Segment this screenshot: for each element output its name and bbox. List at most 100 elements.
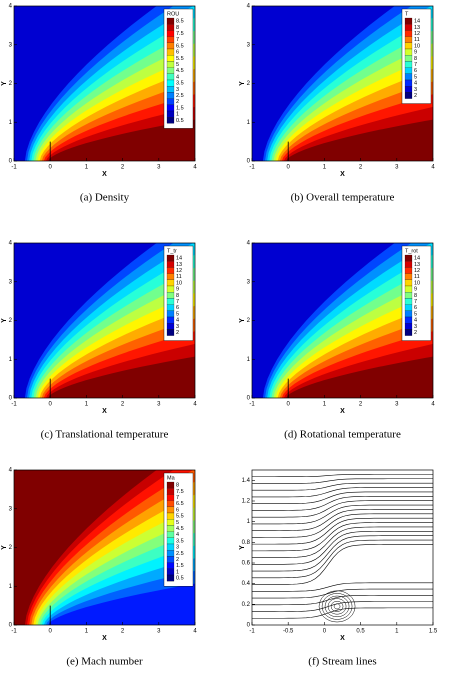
- y-tick-label: 3: [247, 42, 251, 48]
- colorbar-label: 9: [176, 287, 179, 293]
- x-tick-label: 3: [157, 402, 161, 408]
- stream-line: [252, 495, 433, 511]
- stream-line: [252, 478, 433, 484]
- colorbar-cell: [404, 86, 413, 93]
- field: [252, 470, 433, 625]
- colorbar-label: 13: [414, 25, 420, 31]
- x-tick-label: 4: [431, 402, 435, 408]
- y-tick-label: 1.4: [242, 478, 251, 484]
- stream-line: [252, 474, 433, 478]
- colorbar-label: 2: [414, 330, 417, 336]
- colorbar-label: 6: [414, 68, 417, 74]
- x-tick-label: -1: [249, 402, 255, 408]
- colorbar-cell: [166, 494, 175, 501]
- colorbar-cell: [166, 30, 175, 37]
- x-tick-label: 1.5: [429, 629, 438, 635]
- colorbar-label: 2.5: [176, 93, 184, 99]
- stream-line: [252, 544, 433, 585]
- colorbar-label: 5.5: [176, 56, 184, 62]
- colorbar-label: 7.5: [176, 31, 184, 37]
- colorbar-label: 11: [176, 274, 182, 280]
- y-tick-label: 0: [247, 396, 251, 402]
- colorbar-label: 13: [176, 262, 182, 268]
- caption: (d) Rotational temperature: [284, 429, 401, 441]
- y-tick-label: 2: [247, 81, 251, 87]
- colorbar-label: 5.5: [176, 514, 184, 520]
- colorbar-label: 14: [176, 256, 182, 262]
- x-tick-label: 0: [49, 402, 53, 408]
- colorbar-cell: [166, 481, 175, 489]
- colorbar-cell: [404, 261, 413, 268]
- colorbar-cell: [404, 310, 413, 318]
- colorbar-cell: [166, 537, 175, 545]
- colorbar-cell: [166, 310, 175, 318]
- x-tick-label: 4: [431, 165, 435, 171]
- colorbar-label: 2: [176, 330, 179, 336]
- colorbar-cell: [166, 24, 175, 31]
- colorbar-cell: [404, 267, 413, 274]
- colorbar-label: 1: [176, 569, 179, 575]
- colorbar-cell: [404, 67, 413, 74]
- colorbar-label: 3.5: [176, 81, 184, 87]
- colorbar-cell: [404, 73, 413, 81]
- colorbar-label: 4: [414, 81, 417, 87]
- colorbar-cell: [404, 279, 413, 287]
- colorbar-cell: [166, 55, 175, 62]
- colorbar-label: 12: [414, 268, 420, 274]
- colorbar-title: T_tr: [167, 248, 177, 254]
- y-tick-label: 0: [247, 623, 251, 629]
- colorbar-cell: [404, 55, 413, 62]
- colorbar-cell: [166, 550, 175, 557]
- colorbar-label: 12: [176, 268, 182, 274]
- field: [252, 243, 433, 398]
- colorbar-label: 3: [414, 324, 417, 330]
- colorbar-label: 6.5: [176, 501, 184, 507]
- colorbar-cell: [404, 273, 413, 280]
- colorbar-label: 9: [414, 287, 417, 293]
- colorbar-cell: [166, 500, 175, 507]
- stream-line: [252, 482, 433, 491]
- y-tick-label: 3: [247, 279, 251, 285]
- panel: -1 -0.5 0 0.5 1 1.5 0 0.2 0.4 0.6 0.8 1 1.2 1.4 X Y (f) …: [239, 469, 438, 668]
- colorbar-label: 10: [176, 280, 182, 286]
- x-tick-label: 2: [121, 402, 125, 408]
- stream-line: [252, 601, 433, 612]
- stream-line: [252, 491, 433, 504]
- x-tick-label: 3: [395, 165, 399, 171]
- colorbar-cell: [166, 117, 175, 124]
- colorbar-cell: [404, 298, 413, 305]
- x-tick-label: 2: [121, 165, 125, 171]
- colorbar-label: 6: [176, 50, 179, 56]
- colorbar-label: 4.5: [176, 526, 184, 532]
- colorbar-cell: [166, 519, 175, 526]
- plot-bg: [252, 470, 433, 625]
- colorbar-cell: [166, 512, 175, 520]
- colorbar-cell: [166, 568, 175, 576]
- x-tick-label: 1: [323, 402, 327, 408]
- y-tick-label: 2: [9, 545, 13, 551]
- x-axis-label: X: [102, 171, 107, 178]
- x-tick-label: 0: [49, 165, 53, 171]
- field: [14, 6, 195, 161]
- vortex: [321, 593, 353, 620]
- stream-line: [252, 535, 433, 572]
- plot-frame: [251, 469, 434, 626]
- x-tick-label: 4: [193, 402, 197, 408]
- panel: -1 0 1 2 3 401234XYMa87.576.565.554.543.532.5…: [1, 468, 197, 668]
- x-tick-label: 2: [121, 629, 125, 635]
- colorbar-label: 1.5: [176, 105, 184, 111]
- colorbar-cell: [166, 86, 175, 93]
- colorbar-cell: [166, 285, 175, 293]
- colorbar-cell: [404, 329, 413, 336]
- colorbar-label: 11: [414, 274, 420, 280]
- colorbar-cell: [166, 304, 175, 311]
- caption: (a) Density: [80, 192, 130, 204]
- colorbar-title: T_rot: [405, 248, 418, 254]
- colorbar-label: 0.5: [176, 576, 184, 582]
- colorbar-label: 10: [414, 280, 420, 286]
- colorbar-cell: [166, 48, 175, 56]
- colorbar-title: ROU: [167, 11, 179, 17]
- colorbar-cell: [166, 543, 175, 551]
- field: [14, 470, 195, 625]
